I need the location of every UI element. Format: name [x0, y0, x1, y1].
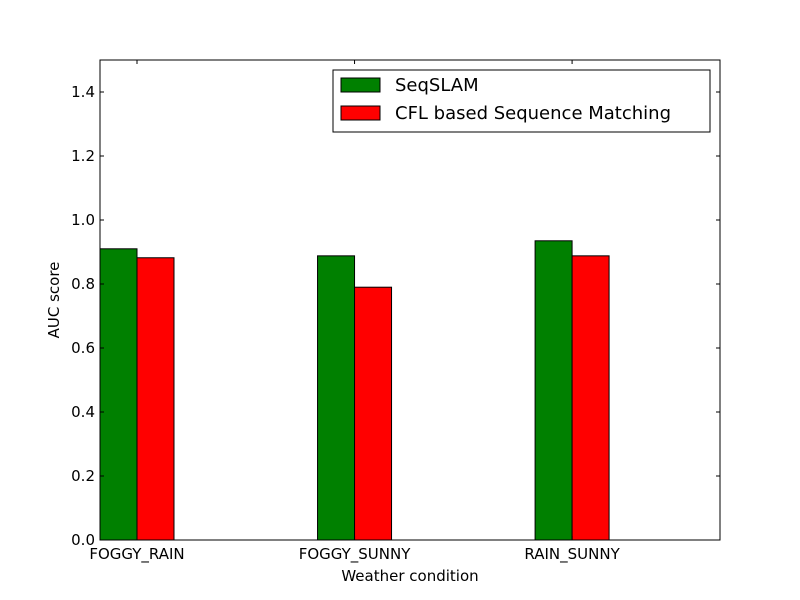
- legend-box: [332, 69, 711, 133]
- legend-swatch-1: [340, 77, 381, 93]
- bar-foggy-rain-series-1: [99, 248, 138, 541]
- bar-foggy-rain-series-2: [136, 257, 175, 541]
- bar-foggy-sunny-series-1: [317, 255, 356, 541]
- y-tick-label: 0.6: [71, 339, 95, 357]
- y-tick-labels: 0.0 0.2 0.4 0.6 0.8 1.0 1.2 1.4: [71, 83, 95, 549]
- y-tick-label: 1.4: [71, 83, 95, 101]
- x-tick-label: FOGGY_RAIN: [89, 545, 184, 564]
- legend-swatch-2: [340, 105, 381, 121]
- legend-label-1: SeqSLAM: [395, 75, 479, 96]
- legend: SeqSLAM CFL based Sequence Matching: [332, 69, 711, 133]
- plot-frame: [99, 59, 721, 541]
- x-tick-label: RAIN_SUNNY: [524, 545, 620, 564]
- bar-rain-sunny-series-1: [534, 240, 573, 541]
- y-tick-label: 0.8: [71, 275, 95, 293]
- y-tick-label: 1.2: [71, 147, 95, 165]
- y-tick-label: 0.2: [71, 467, 95, 485]
- y-tick-label: 0.0: [71, 531, 95, 549]
- y-axis-label: AUC score: [45, 262, 63, 339]
- bar-foggy-sunny-series-2: [354, 286, 393, 541]
- legend-label-2: CFL based Sequence Matching: [395, 103, 671, 124]
- x-tick-label: FOGGY_SUNNY: [299, 545, 412, 564]
- y-tick-label: 1.0: [71, 211, 95, 229]
- bars-layer: [99, 240, 610, 541]
- y-tick-label: 0.4: [71, 403, 95, 421]
- bar-rain-sunny-series-2: [571, 255, 610, 541]
- ticks-layer: [100, 60, 720, 541]
- x-tick-labels: FOGGY_RAIN FOGGY_SUNNY RAIN_SUNNY: [89, 545, 620, 564]
- x-axis-label: Weather condition: [341, 567, 478, 585]
